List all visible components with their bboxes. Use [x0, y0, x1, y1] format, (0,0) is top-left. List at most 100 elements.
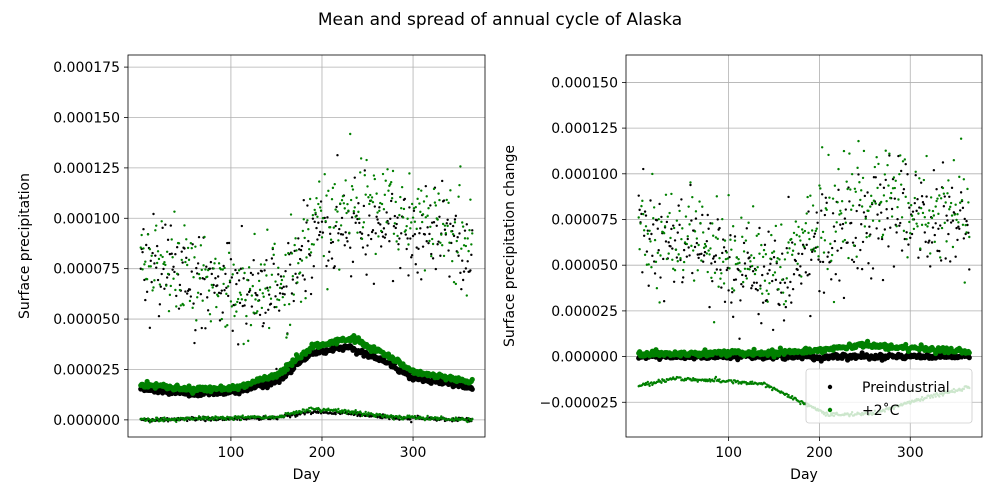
right-chart-point-plus2-upper [697, 243, 700, 247]
right-chart-point-plus2-upper [926, 225, 929, 228]
right-chart-point-plus2-upper [914, 170, 917, 173]
left-chart-point-preindustrial-upper [389, 199, 393, 203]
right-chart-point-preindustrial-upper [893, 197, 897, 200]
left-chart-point-plus2-upper [305, 256, 308, 259]
right-chart-x-axis-label: Day [790, 467, 818, 483]
right-chart-point-preindustrial-upper [715, 268, 719, 271]
left-chart-point-plus2-upper [396, 234, 399, 238]
left-chart-point-preindustrial-upper [310, 276, 314, 279]
left-chart-point-plus2-lower [339, 411, 343, 414]
left-chart-point-plus2-upper [245, 314, 248, 318]
left-chart-point-plus2-upper [398, 213, 401, 217]
right-chart-point-plus2-upper [724, 257, 728, 261]
right-chart-point-preindustrial-upper [815, 211, 818, 214]
right-chart-point-plus2-upper [714, 236, 718, 239]
right-chart-point-preindustrial-upper [868, 225, 871, 228]
left-chart-point-preindustrial-upper [300, 244, 304, 248]
left-chart-point-plus2-lower [426, 414, 429, 418]
right-chart-point-plus2-upper [743, 267, 747, 270]
left-chart-point-plus2-upper [262, 295, 265, 298]
left-chart-point-plus2-upper [172, 277, 175, 280]
left-chart-ticks: 100 200 3000.0000000.0000250.0000500.00007… [53, 60, 426, 461]
left-chart-point-preindustrial-upper [216, 275, 220, 278]
right-chart-point-plus2-upper [648, 229, 651, 233]
left-chart-x-axis-label: Day [293, 467, 321, 483]
left-chart-point-preindustrial-upper [258, 313, 262, 317]
left-chart-point-plus2-lower [307, 409, 310, 412]
right-chart-point-preindustrial-upper [720, 286, 723, 289]
right-chart-point-preindustrial-upper [756, 289, 759, 292]
left-chart-point-plus2-lower [156, 417, 160, 421]
left-chart-point-preindustrial-upper [448, 275, 451, 278]
left-chart-point-plus2-upper [378, 209, 381, 212]
left-chart-point-plus2-mean [289, 362, 295, 369]
left-chart-point-preindustrial-upper [191, 243, 194, 246]
left-chart-point-preindustrial-upper [383, 236, 387, 239]
right-chart-point-plus2-upper [645, 263, 649, 266]
left-chart-point-plus2-lower [354, 408, 357, 412]
left-chart-point-preindustrial-upper [349, 246, 352, 249]
left-chart-point-preindustrial-upper [339, 233, 343, 236]
right-chart-point-preindustrial-upper [739, 299, 742, 302]
left-chart-point-preindustrial-upper [425, 240, 428, 243]
right-chart-point-plus2-upper [758, 252, 761, 255]
left-chart-point-preindustrial-upper [243, 304, 246, 307]
right-chart-point-preindustrial-upper [904, 162, 907, 166]
right-chart-point-plus2-upper [776, 257, 779, 260]
right-chart-point-plus2-upper [954, 203, 957, 206]
right-chart-point-plus2-upper [764, 253, 768, 256]
left-chart-point-plus2-lower [203, 418, 206, 421]
left-chart-point-plus2-upper [348, 231, 351, 235]
right-chart-point-preindustrial-upper [816, 221, 819, 224]
right-chart-point-plus2-upper [765, 289, 768, 292]
left-chart-point-plus2-upper [149, 265, 152, 268]
left-chart-point-preindustrial-upper [282, 285, 285, 289]
left-chart-point-plus2-upper [452, 280, 456, 284]
right-chart-point-preindustrial-upper [778, 303, 781, 307]
left-chart-point-preindustrial-upper [169, 224, 173, 227]
right-chart-point-preindustrial-upper [857, 173, 860, 176]
left-chart-point-plus2-upper [363, 174, 366, 177]
left-chart-point-plus2-upper [447, 201, 450, 205]
right-chart-point-plus2-upper [846, 187, 849, 191]
right-chart-point-plus2-upper [738, 261, 741, 265]
left-chart-point-preindustrial-upper [450, 241, 453, 245]
left-chart-point-preindustrial-upper [456, 236, 459, 239]
left-chart-point-plus2-upper [166, 272, 170, 276]
left-chart-point-plus2-upper [298, 271, 302, 274]
left-chart-point-plus2-upper [331, 186, 335, 190]
right-chart-point-plus2-upper [887, 184, 890, 187]
right-chart-point-plus2-upper [774, 224, 778, 228]
left-chart-point-preindustrial-upper [415, 246, 418, 249]
left-chart-point-plus2-lower [374, 415, 377, 419]
right-chart-point-plus2-upper [755, 234, 758, 238]
right-chart-point-plus2-upper [873, 165, 877, 169]
left-chart-point-plus2-lower [292, 410, 295, 414]
left-chart-point-plus2-upper [236, 300, 239, 304]
right-chart-point-preindustrial-upper [872, 175, 876, 179]
left-chart-point-plus2-upper [461, 225, 465, 228]
right-chart-point-preindustrial-upper [652, 260, 656, 263]
left-chart-y-axis-label: Surface precipitation [17, 173, 33, 319]
right-chart-point-preindustrial-upper [681, 281, 684, 284]
right-chart-point-plus2-upper [964, 224, 967, 227]
left-chart-point-plus2-upper [199, 244, 203, 247]
left-chart-point-plus2-upper [374, 252, 377, 256]
right-chart-point-plus2-upper [800, 228, 804, 231]
right-chart-point-plus2-lower [691, 379, 694, 382]
right-chart-point-preindustrial-upper [935, 187, 938, 191]
right-chart-point-plus2-lower [712, 380, 716, 383]
left-chart-point-plus2-upper [283, 303, 286, 307]
right-chart-point-preindustrial-upper [667, 241, 670, 244]
right-chart-point-preindustrial-upper [817, 258, 820, 261]
right-chart-point-preindustrial-upper [819, 260, 822, 263]
left-chart-point-plus2-upper [345, 211, 348, 215]
left-chart-point-plus2-upper [365, 158, 368, 162]
left-chart-point-preindustrial-upper [297, 237, 300, 240]
left-chart-point-preindustrial-upper [254, 291, 257, 295]
right-chart-point-plus2-upper [711, 234, 715, 237]
right-chart-point-preindustrial-upper [804, 271, 808, 274]
right-chart-point-preindustrial-upper [925, 195, 928, 198]
right-chart-point-preindustrial-upper [671, 247, 674, 250]
right-chart-point-preindustrial-upper [730, 301, 733, 304]
